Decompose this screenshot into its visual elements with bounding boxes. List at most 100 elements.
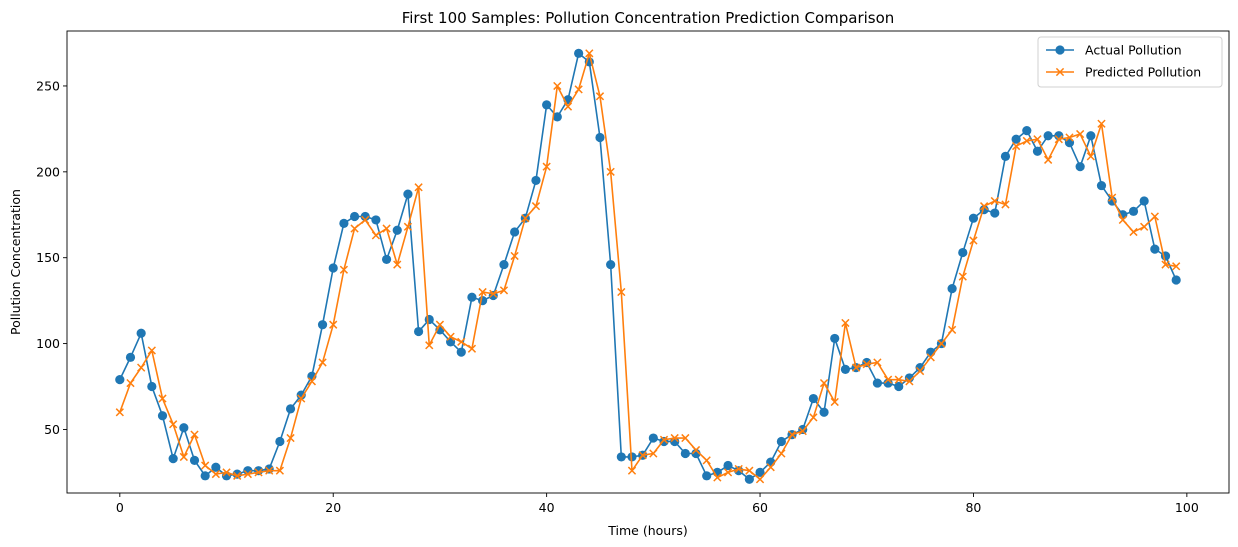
data-point: [1044, 155, 1053, 164]
data-point: [1150, 244, 1160, 254]
data-point: [147, 346, 156, 355]
data-point: [734, 464, 743, 474]
data-point: [200, 471, 210, 481]
data-point: [905, 377, 914, 386]
data-point: [339, 265, 349, 274]
series-line: [119, 52, 1177, 481]
data-point: [393, 260, 402, 269]
data-point: [862, 360, 871, 369]
data-point: [553, 81, 562, 91]
data-point: [264, 464, 274, 474]
data-point: [382, 224, 391, 233]
legend-box: [1037, 36, 1223, 88]
data-point: [840, 364, 851, 374]
data-point: [371, 231, 381, 240]
data-point: [1022, 136, 1031, 146]
data-point: [841, 318, 850, 328]
data-point: [211, 462, 221, 472]
x-tick-label: 100: [1175, 500, 1199, 515]
data-point: [638, 451, 647, 460]
data-point: [115, 408, 124, 417]
legend-marker: [1055, 67, 1065, 77]
data-point: [915, 366, 925, 376]
data-point: [1096, 180, 1107, 191]
data-point: [126, 378, 135, 388]
data-point: [328, 263, 338, 273]
data-point: [189, 455, 200, 465]
data-point: [115, 375, 125, 385]
y-axis-label: Pollution Concentration: [8, 189, 23, 335]
data-point: [157, 411, 168, 421]
data-point: [585, 49, 594, 58]
x-tick-label: 60: [752, 500, 768, 515]
x-tick-label: 0: [116, 500, 124, 515]
data-point: [243, 469, 252, 479]
data-point: [179, 423, 189, 433]
data-point: [371, 215, 381, 225]
data-point: [670, 433, 679, 443]
data-point: [723, 468, 733, 477]
data-point: [798, 427, 807, 436]
data-point: [1097, 119, 1106, 128]
data-point: [1054, 135, 1063, 144]
y-tick-label: 200: [36, 164, 60, 179]
data-point: [1032, 146, 1043, 156]
data-point: [425, 341, 434, 350]
data-point: [787, 430, 797, 439]
data-point: [777, 449, 786, 458]
data-point: [1086, 131, 1096, 141]
data-point: [659, 435, 669, 444]
data-point: [1086, 152, 1095, 161]
data-point: [819, 378, 829, 388]
data-point: [424, 314, 434, 325]
data-point: [958, 247, 968, 258]
data-point: [1075, 162, 1085, 172]
data-point: [1011, 134, 1021, 144]
data-point: [894, 375, 903, 384]
data-point: [489, 289, 498, 298]
data-point: [499, 259, 509, 270]
data-point: [1140, 222, 1149, 231]
series-predicted: [115, 49, 1181, 484]
y-tick-label: 100: [36, 336, 60, 351]
data-point: [766, 463, 775, 472]
data-point: [734, 466, 744, 476]
chart-title: First 100 Samples: Pollution Concentrati…: [402, 9, 895, 27]
data-point: [606, 167, 615, 176]
data-point: [627, 466, 637, 475]
data-point: [958, 272, 967, 281]
x-axis: 0 20 40 60 80 100: [116, 493, 1199, 515]
x-tick-label: 20: [325, 500, 341, 515]
legend: Actual Pollution Predicted Pollution: [1037, 36, 1223, 88]
data-point: [137, 363, 146, 372]
data-point: [542, 162, 551, 171]
data-point: [563, 102, 573, 111]
data-point: [222, 468, 231, 477]
data-point: [317, 320, 328, 330]
data-point: [883, 378, 893, 388]
data-point: [1172, 262, 1181, 271]
data-point: [478, 287, 487, 297]
data-point: [606, 259, 616, 270]
data-point: [1108, 193, 1117, 202]
data-point: [232, 469, 242, 479]
data-point: [286, 433, 295, 443]
series-actual: [115, 48, 1181, 484]
data-point: [968, 213, 979, 223]
data-point: [851, 363, 861, 372]
data-point: [275, 466, 285, 475]
data-point: [776, 436, 786, 447]
data-point: [926, 353, 935, 362]
data-point: [755, 467, 765, 477]
data-point: [403, 189, 413, 199]
data-point: [1065, 133, 1074, 142]
data-point: [616, 452, 626, 462]
data-point: [1076, 129, 1085, 139]
y-axis: 50 100 150 200 250: [36, 78, 67, 437]
data-point: [574, 85, 583, 94]
data-point: [285, 404, 296, 414]
data-point: [990, 208, 1000, 218]
data-point: [872, 378, 883, 388]
data-point: [510, 227, 520, 237]
